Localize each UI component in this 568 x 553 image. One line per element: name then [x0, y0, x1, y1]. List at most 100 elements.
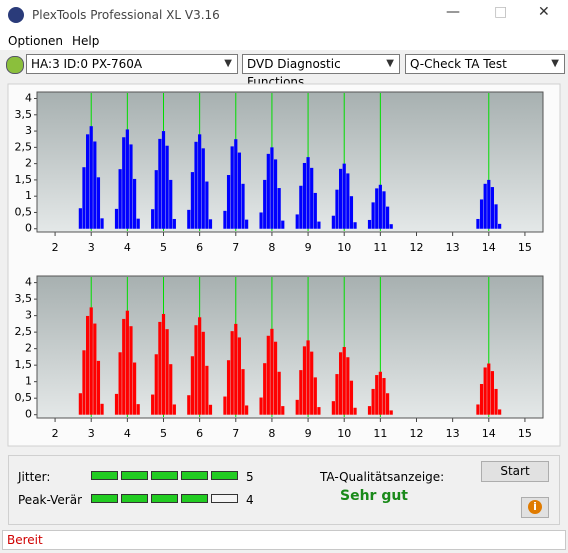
histogram-bar	[259, 397, 263, 415]
histogram-bar	[335, 189, 339, 229]
test-select[interactable]: Q-Check TA Test ▼	[405, 54, 565, 74]
y-tick-label: 0	[25, 408, 32, 421]
histogram-bar	[339, 168, 343, 229]
histogram-bar	[82, 167, 86, 229]
histogram-bar	[136, 218, 140, 229]
histogram-bar	[223, 396, 227, 415]
histogram-bar	[490, 371, 494, 415]
histogram-bar	[302, 162, 307, 229]
plot-frame	[36, 275, 544, 419]
histogram-bar	[342, 347, 346, 415]
histogram-bar	[263, 179, 267, 229]
x-tick-label: 8	[268, 241, 275, 254]
histogram-bar	[93, 323, 97, 415]
x-tick-label: 14	[482, 241, 496, 254]
x-tick-label: 11	[373, 241, 387, 254]
histogram-bar	[494, 388, 498, 415]
histogram-bar	[190, 356, 195, 415]
histogram-bar	[151, 209, 155, 229]
x-tick-label: 15	[518, 241, 532, 254]
y-tick-label: 3	[25, 124, 32, 137]
function-select[interactable]: DVD Diagnostic Functions ▼	[242, 54, 400, 89]
jitter-value: 5	[246, 470, 254, 484]
x-tick-label: 3	[88, 427, 95, 440]
histogram-bar	[317, 407, 321, 415]
histogram-bar	[82, 350, 86, 415]
histogram-bar	[281, 406, 285, 415]
histogram-bar	[96, 360, 101, 415]
x-tick-label: 3	[88, 241, 95, 254]
y-tick-label: 2	[25, 342, 32, 355]
histogram-bar	[295, 399, 299, 415]
y-tick-label: 3,5	[15, 292, 33, 305]
histogram-bar	[270, 147, 274, 229]
histogram-bar	[201, 148, 205, 229]
histogram-bar	[483, 367, 487, 415]
histogram-bar	[89, 307, 93, 415]
x-tick-label: 15	[518, 427, 532, 440]
histogram-bar	[306, 340, 310, 415]
meter-segment	[91, 494, 118, 503]
histogram-bar	[479, 199, 484, 229]
maximize-button[interactable]: □	[494, 4, 508, 20]
histogram-bar	[490, 187, 494, 229]
histogram-bar	[208, 404, 213, 415]
histogram-bar	[487, 179, 491, 229]
histogram-bar	[371, 388, 375, 415]
peak-label: Peak-Veränd	[18, 493, 82, 507]
histogram-bar	[339, 352, 343, 415]
y-tick-label: 4	[25, 92, 32, 105]
histogram-bar	[313, 192, 317, 229]
x-tick-label: 9	[305, 241, 312, 254]
menu-bar: Optionen Help	[0, 30, 568, 50]
histogram-bar	[114, 208, 119, 229]
histogram-bar	[205, 365, 209, 415]
x-tick-label: 7	[232, 427, 239, 440]
menu-item[interactable]: Help	[72, 34, 100, 48]
histogram-bar	[234, 323, 238, 415]
histogram-bar	[310, 351, 314, 415]
histogram-bar	[205, 181, 209, 229]
histogram-bar	[161, 131, 166, 229]
start-button[interactable]: Start	[481, 461, 549, 482]
x-tick-label: 13	[446, 241, 460, 254]
x-tick-label: 12	[410, 427, 424, 440]
meter-segment	[121, 471, 148, 480]
y-tick-label: 0	[25, 222, 32, 235]
histogram-bar	[165, 145, 169, 229]
menu-item[interactable]: Optionen	[8, 34, 64, 48]
histogram-bar	[306, 157, 310, 229]
histogram-bar	[187, 395, 191, 415]
histogram-bar	[96, 177, 101, 229]
histogram-bar	[93, 141, 97, 229]
histogram-bar	[299, 185, 303, 229]
x-tick-label: 4	[124, 427, 131, 440]
histogram-bar	[378, 371, 382, 415]
y-tick-label: 2	[25, 157, 32, 170]
x-tick-label: 14	[482, 427, 496, 440]
histogram-bar	[187, 209, 191, 229]
histogram-bar	[310, 167, 314, 229]
meter-segment	[151, 471, 178, 480]
histogram-bar	[208, 219, 213, 229]
window-title: PlexTools Professional XL V3.16	[32, 8, 220, 22]
info-button[interactable]: i	[521, 497, 549, 518]
close-button[interactable]: ✕	[538, 4, 550, 20]
charts: 00,511,522,533,542 3 4 5 6 7 8 9 10 11 12 13 14 1500,…	[7, 83, 561, 447]
histogram-bar	[136, 404, 140, 415]
histogram-bar	[389, 224, 393, 229]
x-tick-label: 10	[337, 241, 351, 254]
histogram-bar	[198, 134, 202, 229]
x-tick-label: 5	[160, 427, 167, 440]
histogram-bar	[100, 218, 104, 229]
histogram-bar	[100, 403, 104, 415]
y-tick-label: 2,5	[15, 325, 33, 338]
histogram-bar	[302, 346, 307, 415]
histogram-bar	[342, 163, 346, 229]
histogram-bar	[154, 170, 158, 229]
minimize-button[interactable]: —	[446, 4, 460, 20]
jitter-label: Jitter:	[18, 470, 51, 484]
drive-select[interactable]: HA:3 ID:0 PX-760A ▼	[26, 54, 238, 74]
drive-text: HA:3 ID:0 PX-760A	[31, 57, 143, 71]
meter-segment	[211, 471, 238, 480]
